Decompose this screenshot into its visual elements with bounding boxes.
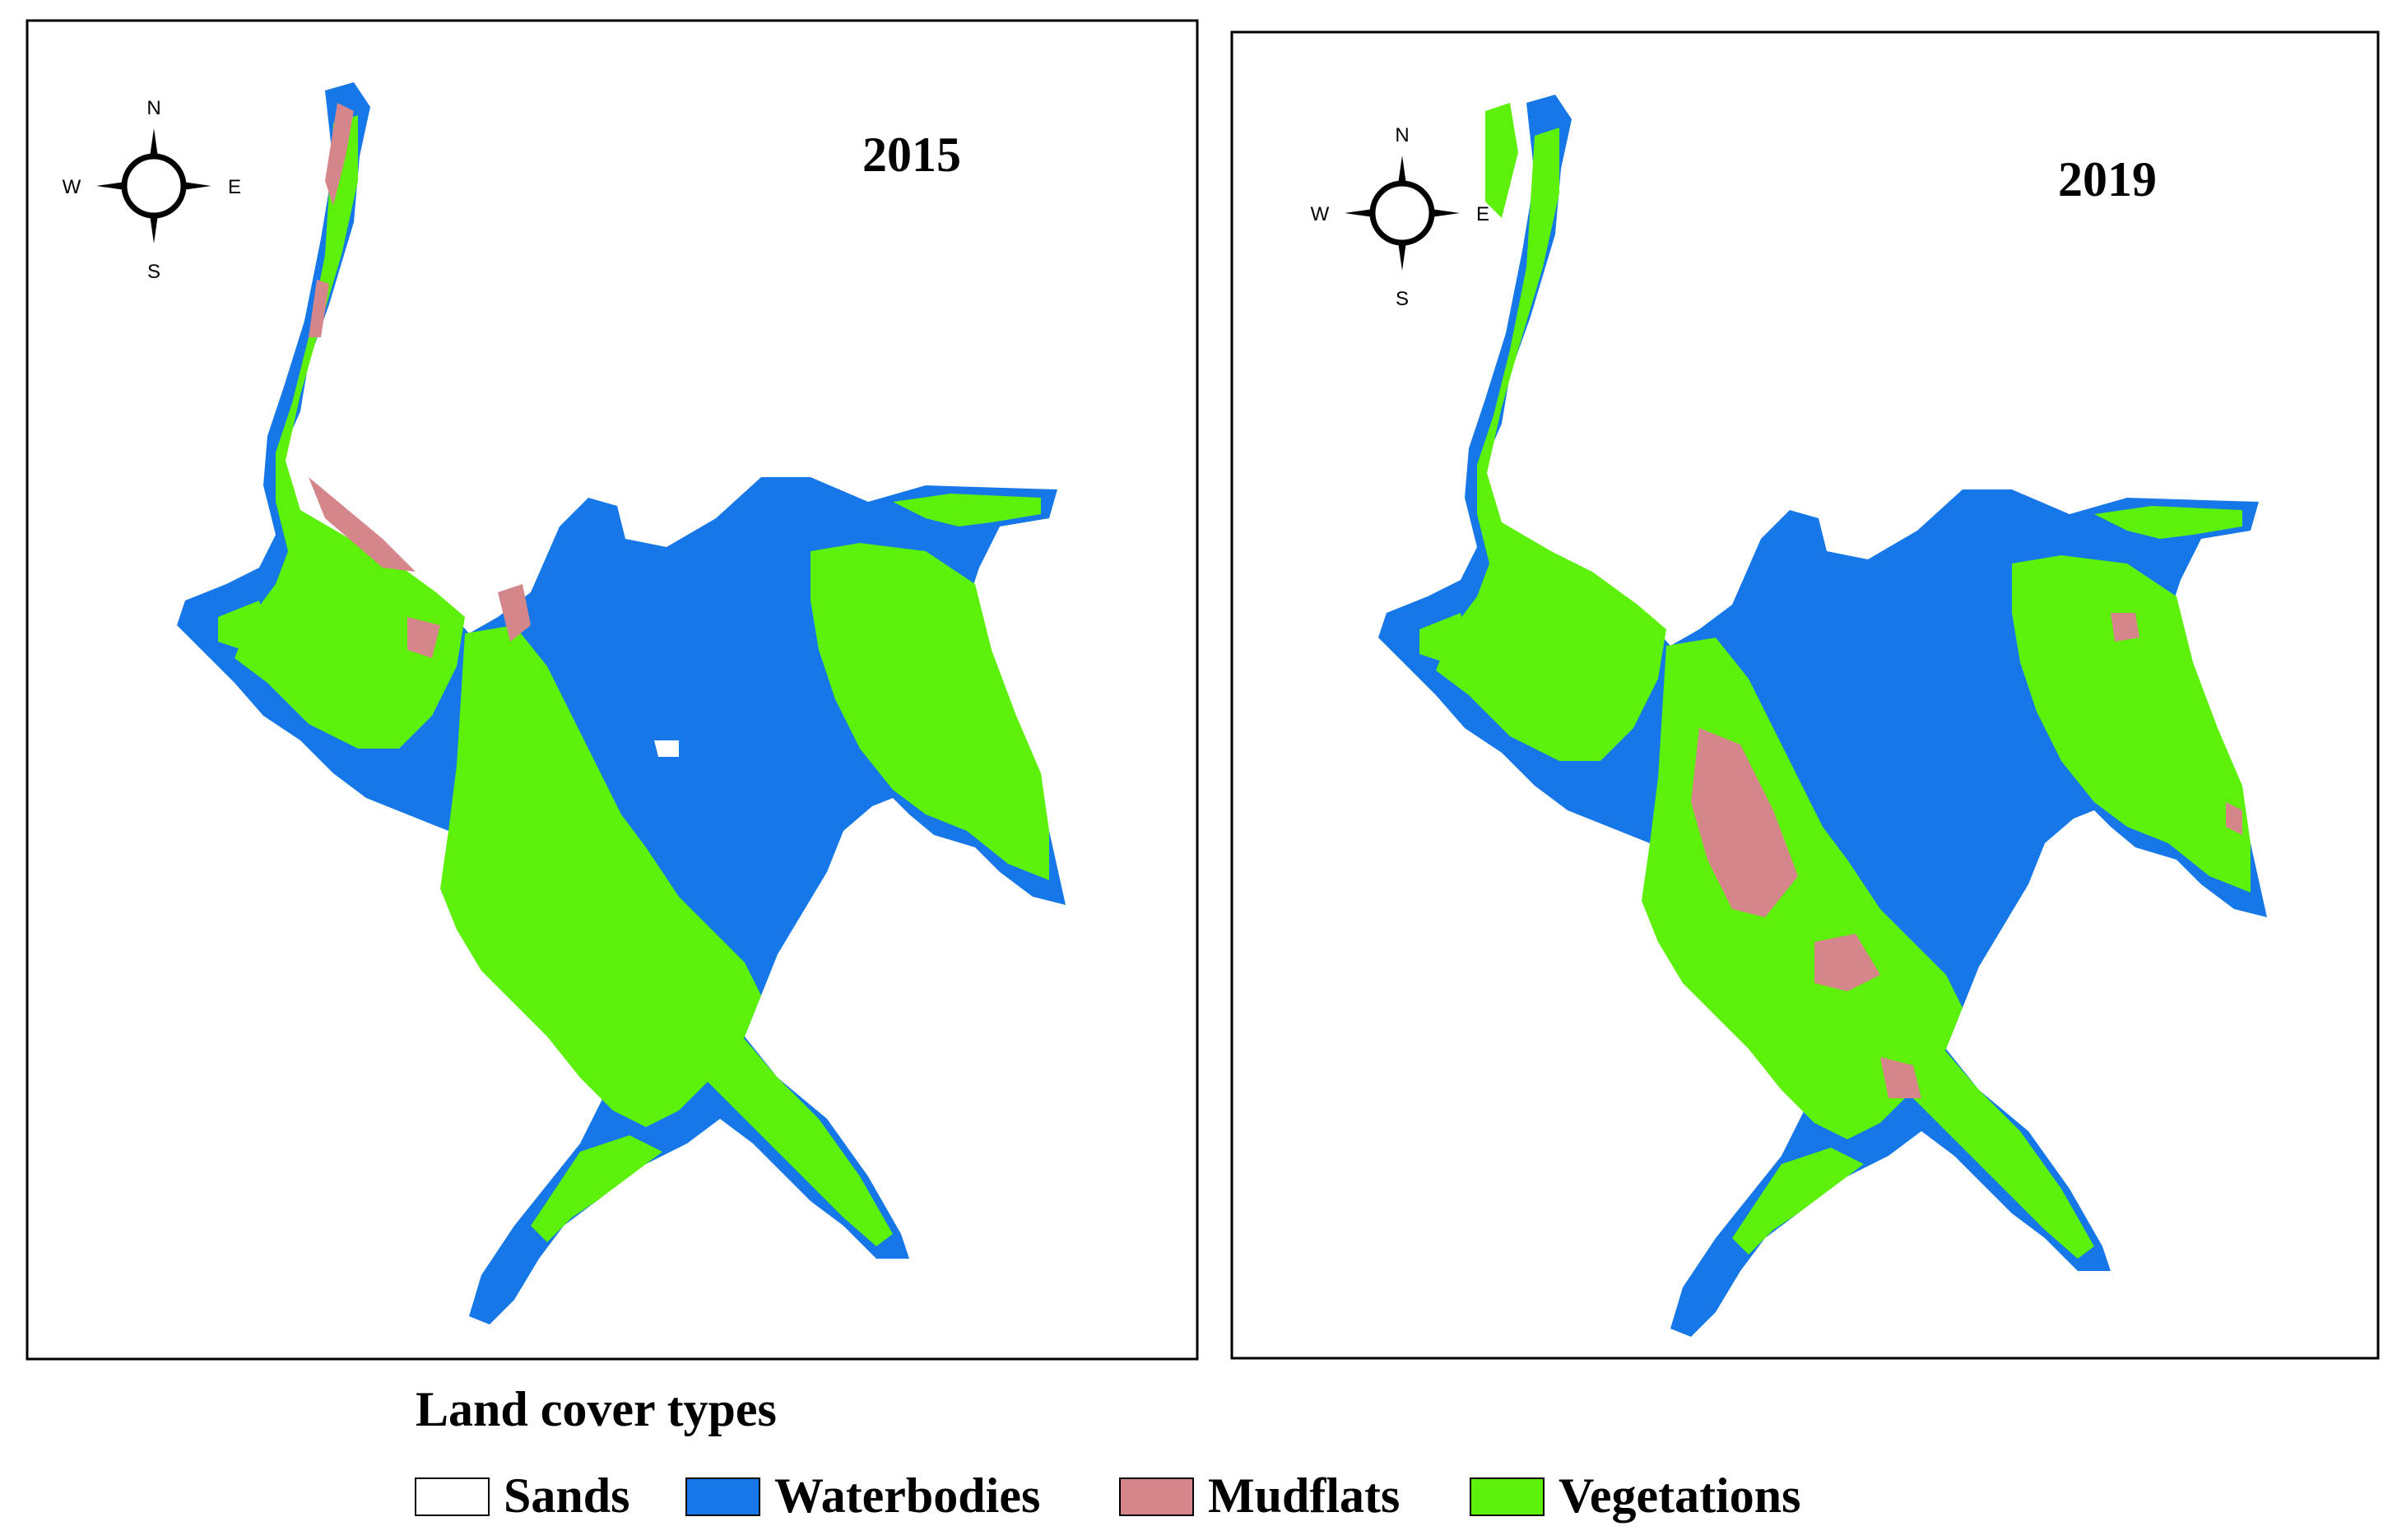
compass-rose-2015: N S E W [63,97,241,283]
map-frame-2015 [26,19,1199,1361]
compass-needle-east [183,182,211,190]
compass-label-s: S [1396,288,1409,310]
compass-label-n: N [146,97,160,119]
compass-label-n: N [1395,124,1409,146]
compass-label-e: E [228,176,241,198]
compass-needle-north [150,128,158,157]
compass-needle-north [1398,155,1406,184]
legend-label-mudflats: Mudflats [1208,1468,1400,1523]
legend-label-sands: Sands [504,1468,629,1523]
compass-needle-west [1345,209,1373,217]
legend-swatch-vegetations [1470,1477,1545,1516]
sand-area-2019 [1650,580,1695,595]
compass-label-w: W [1311,203,1330,225]
compass-rose-2019: N S E W [1311,124,1489,310]
year-label-2019: 2019 [2058,152,2157,206]
compass-needle-east [1431,209,1460,217]
compass-needle-south [150,215,158,244]
map-frame-2019 [1230,30,2380,1360]
compass-ring [1369,180,1435,246]
compass-needle-west [96,182,125,190]
land-cover-map-2015 [177,82,1066,1324]
legend-title: Land cover types [416,1382,777,1436]
legend: Sands Waterbodies Mudflats Vegetations [415,1468,1800,1523]
legend-swatch-waterbodies [685,1477,760,1516]
legend-swatch-mudflats [1119,1477,1194,1516]
legend-label-waterbodies: Waterbodies [774,1468,1040,1523]
sand-area-2015 [448,568,679,757]
compass-label-w: W [63,176,81,198]
legend-label-vegetations: Vegetations [1559,1468,1800,1523]
year-label-2015: 2015 [862,128,961,182]
legend-swatch-sands [415,1477,490,1516]
compass-label-s: S [147,261,160,283]
vegetation-area-2019 [1419,103,2251,1259]
compass-label-e: E [1476,203,1489,225]
compass-needle-south [1398,242,1406,271]
compass-ring [121,153,187,219]
mudflat-area-2015 [309,103,531,658]
mudflat-area-2019 [1691,613,2242,1098]
land-cover-map-2019 [1378,95,2267,1337]
